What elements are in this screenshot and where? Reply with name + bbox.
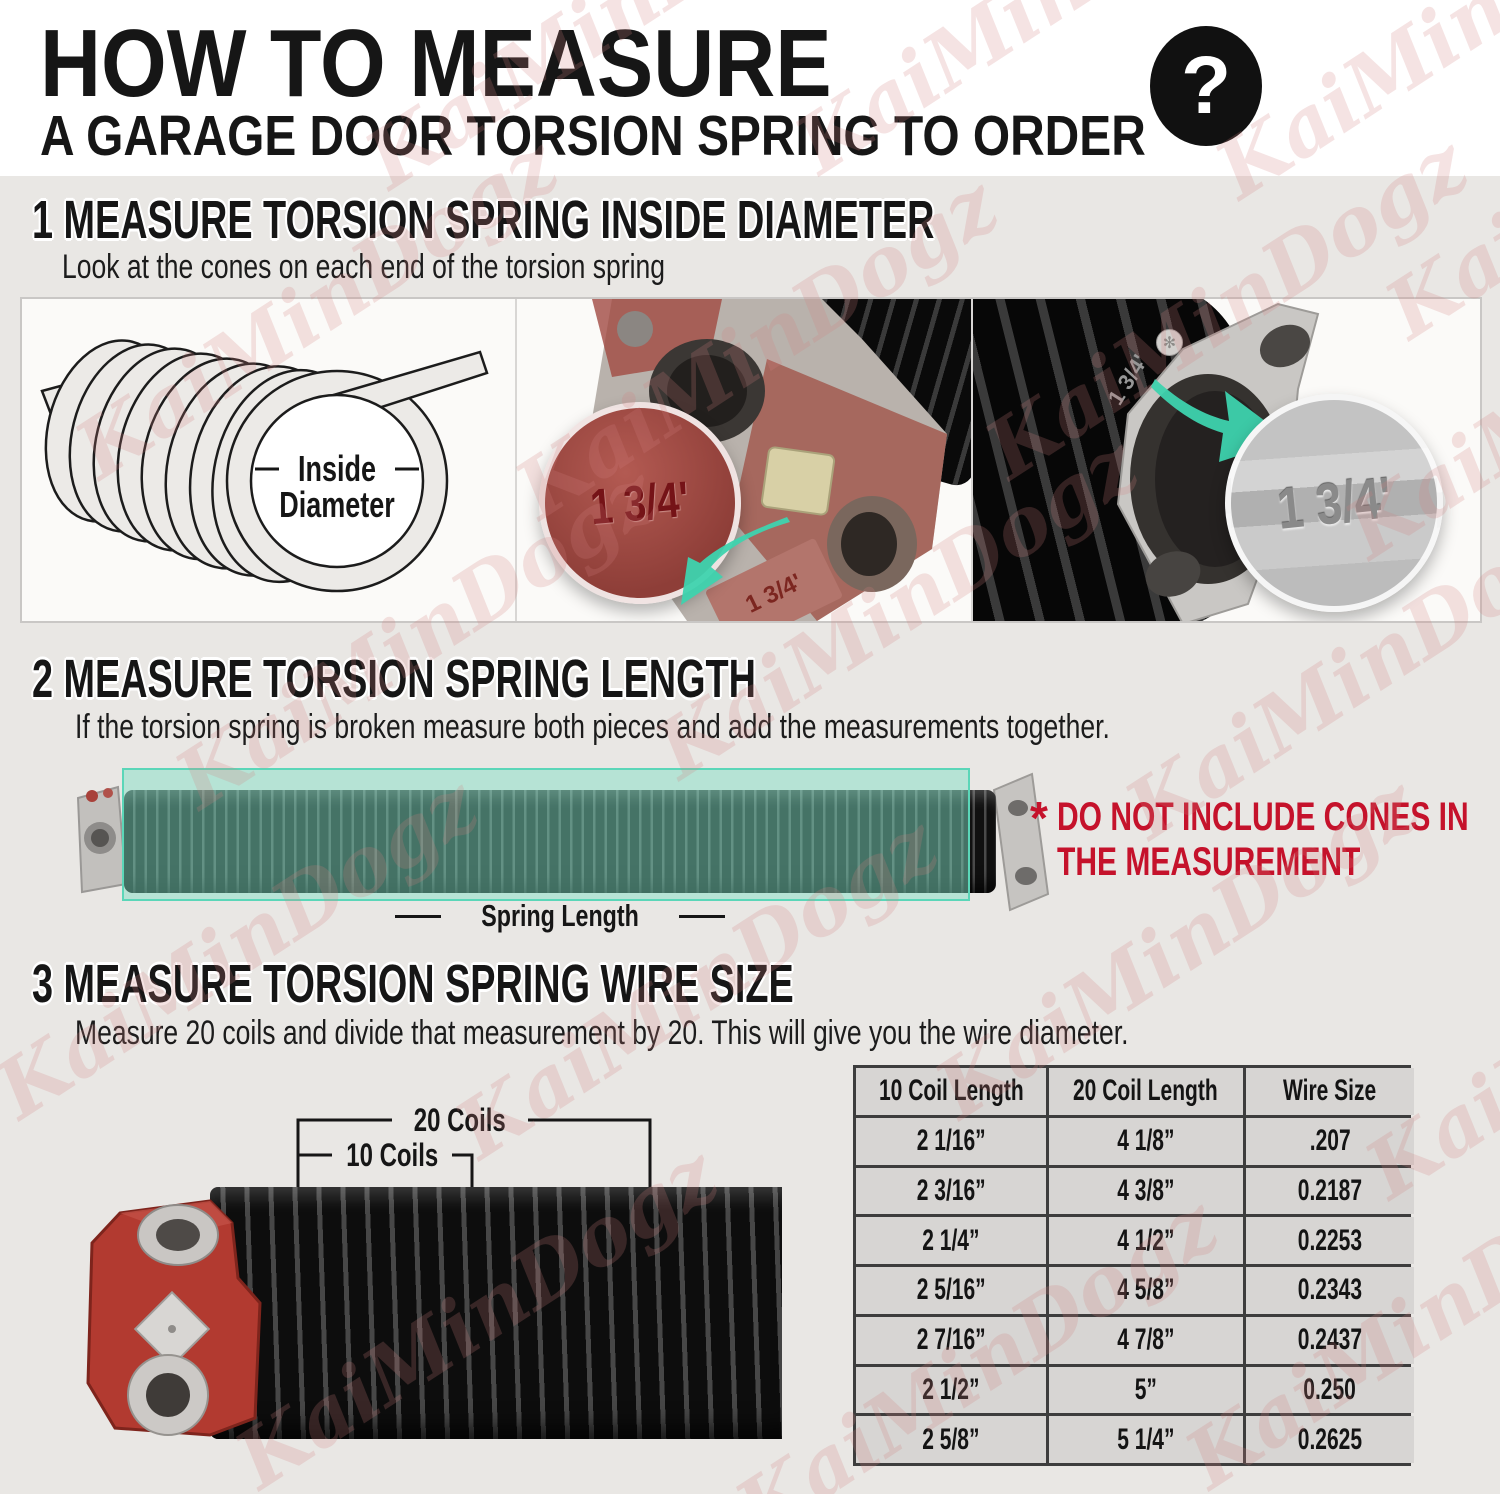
table-cell: 2 1/2”	[856, 1366, 1046, 1414]
table-cell: 0.2253	[1245, 1217, 1414, 1264]
wire-size-table: 10 Coil Length 20 Coil Length Wire Size …	[853, 1065, 1414, 1466]
table-cell: 4 5/8”	[1048, 1267, 1243, 1314]
cone-warning-note: * DO NOT INCLUDE CONES IN THE MEASUREMEN…	[1030, 795, 1500, 885]
red-cone-photo-panel: 1 3/4' 1 3/4'	[517, 299, 973, 621]
warning-line1: DO NOT INCLUDE CONES IN	[1056, 795, 1469, 839]
section2-heading: 2 MEASURE TORSION SPRING LENGTH	[32, 649, 756, 709]
coils20-label: 20 Coils	[414, 1102, 506, 1138]
inside-diameter-label-line1: Inside	[298, 448, 376, 489]
section3-subheading: Measure 20 coils and divide that measure…	[75, 1014, 1129, 1052]
page-subtitle: A GARAGE DOOR TORSION SPRING TO ORDER	[40, 108, 1356, 165]
spring-length-figure: Spring Length	[60, 756, 1070, 934]
table-cell: 5”	[1048, 1366, 1243, 1414]
table-cell: 4 1/8”	[1048, 1117, 1243, 1165]
table-cell: 2 7/16”	[856, 1316, 1046, 1364]
label-dash-left	[394, 914, 441, 918]
warning-asterisk: *	[1030, 792, 1048, 844]
coils10-label: 10 Coils	[346, 1137, 438, 1173]
table-cell: 0.250	[1245, 1366, 1414, 1414]
spring-coils-closeup	[210, 1187, 782, 1439]
right-cone	[992, 772, 1050, 912]
spring-length-label: Spring Length	[481, 898, 639, 933]
table-header-cell: Wire Size	[1245, 1068, 1414, 1115]
spring-coil-diagram: Inside Diameter	[40, 339, 489, 593]
page-title: HOW TO MEASURE	[40, 16, 940, 112]
table-cell: 2 3/16”	[856, 1167, 1046, 1215]
red-winding-cone	[86, 1199, 262, 1437]
page-subtitle-text: A GARAGE DOOR TORSION SPRING TO ORDER	[40, 104, 1146, 168]
coil-count-brackets: 20 Coils 10 Coils	[296, 1102, 652, 1190]
section3-heading: 3 MEASURE TORSION SPRING WIRE SIZE	[32, 954, 794, 1014]
spring-length-highlight-overlay	[122, 768, 970, 901]
table-header-cell: 10 Coil Length	[856, 1068, 1046, 1115]
table-cell: 5 1/4”	[1048, 1416, 1243, 1463]
magnified-marking: 1 3/4'	[1273, 464, 1395, 542]
table-cell: 2 1/4”	[856, 1217, 1046, 1264]
cast-logo-icon: ✻	[1156, 329, 1183, 356]
spring-diagram-panel: Inside Diameter	[22, 299, 517, 621]
table-cell: 2 5/8”	[856, 1416, 1046, 1463]
question-mark-icon: ?	[1150, 26, 1262, 146]
spring-length-label-row: Spring Length	[60, 898, 1060, 934]
table-cell: 0.2343	[1245, 1267, 1414, 1314]
section1-subheading: Look at the cones on each end of the tor…	[62, 248, 666, 286]
table-cell: 4 7/8”	[1048, 1316, 1243, 1364]
table-cell: 2 1/16”	[856, 1117, 1046, 1165]
table-cell: 2 5/16”	[856, 1267, 1046, 1314]
section2-subheading: If the torsion spring is broken measure …	[75, 708, 1110, 746]
page-title-text: HOW TO MEASURE	[40, 10, 832, 117]
inside-diameter-label-line2: Diameter	[279, 484, 394, 525]
table-cell: 0.2187	[1245, 1167, 1414, 1215]
aluminum-cone-photo-panel: ✻ 1 3/4' 1 3/4'	[973, 299, 1480, 621]
left-cone	[76, 785, 128, 894]
wire-size-figure: 20 Coils 10 Coils	[60, 1095, 782, 1445]
section1-heading: 1 MEASURE TORSION SPRING INSIDE DIAMETER	[32, 190, 935, 250]
label-dash-right	[679, 914, 726, 918]
magnifier-aluminum-cone: 1 3/4'	[1225, 394, 1443, 612]
torsion-spring-body	[124, 790, 996, 893]
teal-arrow-icon	[681, 517, 790, 605]
table-header-cell: 20 Coil Length	[1048, 1068, 1243, 1115]
table-cell: 0.2625	[1245, 1416, 1414, 1463]
table-cell: 0.2437	[1245, 1316, 1414, 1364]
warning-line2: THE MEASUREMENT	[1056, 840, 1361, 885]
table-cell: 4 1/2”	[1048, 1217, 1243, 1264]
table-cell: 4 3/8”	[1048, 1167, 1243, 1215]
section1-image-row: Inside Diameter 1 3/4' 1 3/4'	[20, 297, 1482, 623]
table-cell: .207	[1245, 1117, 1414, 1165]
question-mark-glyph: ?	[1180, 40, 1232, 131]
